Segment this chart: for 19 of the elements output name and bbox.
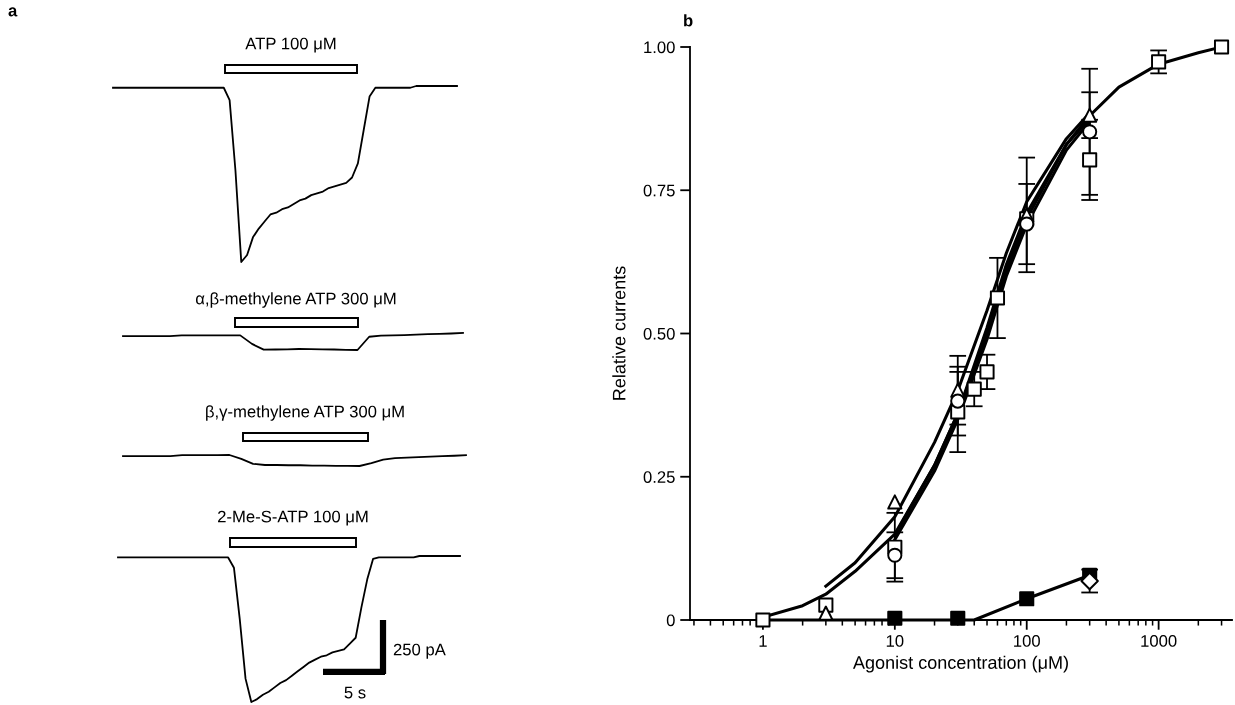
- y-tick-label: 0.25: [643, 471, 675, 483]
- y-tick-label: 0: [666, 614, 675, 627]
- chart-title: 2-Me-S-ATP 100 μM: [218, 510, 368, 526]
- x-tick-label: 10: [886, 635, 904, 647]
- x-axis-title: Agonist concentration (μM): [852, 655, 1068, 673]
- y-tick-label: 0.50: [643, 327, 675, 340]
- chart-title: β,γ-methylene ATP 300 μM: [206, 405, 404, 421]
- y-tick-label: 0.75: [643, 184, 675, 197]
- chart-title: ATP 100 μM: [245, 37, 336, 53]
- annotation: 5 s: [344, 686, 366, 699]
- x-tick-label: 100: [1014, 635, 1040, 647]
- x-tick-label: 1000: [1141, 635, 1177, 647]
- x-tick-label: 1: [759, 635, 767, 647]
- text: b: [684, 14, 693, 27]
- annotation: 250 pA: [393, 643, 446, 659]
- y-axis-title: Relative currents: [612, 266, 626, 400]
- chart-title: α,β-methylene ATP 300 μM: [195, 292, 396, 308]
- y-tick-label: 1.00: [644, 41, 675, 54]
- text: a: [8, 7, 18, 17]
